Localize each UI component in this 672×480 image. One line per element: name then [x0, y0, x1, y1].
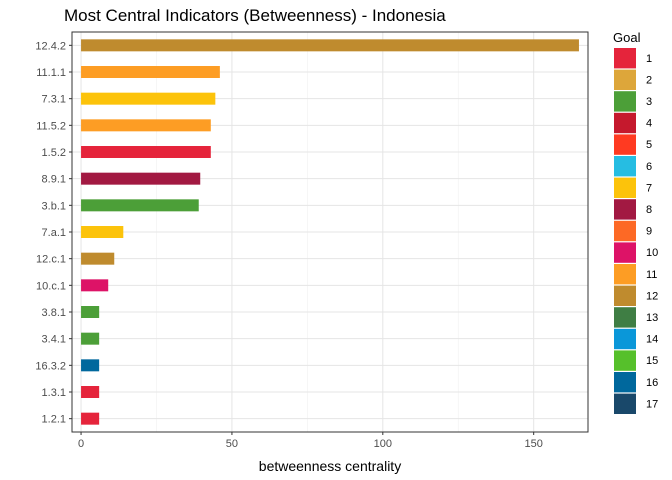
y-tick-label: 16.3.2: [35, 360, 66, 372]
legend-label-7: 7: [646, 182, 652, 194]
legend-swatch-12: [614, 285, 636, 306]
legend-swatch-4: [614, 112, 636, 134]
legend-label-3: 3: [646, 96, 652, 108]
legend-label-14: 14: [646, 334, 658, 346]
bar-1-5-2: [81, 146, 211, 158]
legend-label-13: 13: [646, 312, 658, 324]
bar-1-2-1: [81, 412, 100, 425]
bar-8-9-1: [81, 172, 201, 185]
legend-label-6: 6: [646, 161, 652, 173]
y-tick-label: 1.2.1: [42, 414, 66, 426]
y-tick-label: 11.5.2: [36, 120, 66, 132]
bar-1-3-1: [81, 386, 100, 398]
legend-label-10: 10: [646, 247, 658, 259]
bar-7-3-1: [81, 92, 216, 105]
legend-swatch-6: [614, 156, 636, 177]
legend-label-17: 17: [646, 398, 658, 410]
y-tick-label: 12.4.2: [35, 40, 66, 52]
legend-swatch-10: [614, 242, 636, 263]
bar-11-1-1: [81, 66, 220, 78]
x-tick-label: 0: [78, 438, 84, 450]
legend-label-5: 5: [646, 139, 652, 151]
y-tick-label: 7.3.1: [42, 94, 66, 106]
legend-label-16: 16: [646, 377, 658, 389]
legend-label-9: 9: [646, 226, 652, 238]
y-tick-label: 1.3.1: [42, 387, 66, 399]
legend-label-8: 8: [646, 204, 652, 216]
legend-label-4: 4: [646, 118, 652, 130]
bars: [81, 39, 579, 425]
legend-swatch-1: [614, 48, 636, 69]
y-tick-label: 3.8.1: [42, 307, 66, 319]
y-tick-label: 1.5.2: [42, 147, 66, 159]
bar-11-5-2: [81, 119, 211, 132]
bar-3-b-1: [81, 199, 199, 212]
y-tick-label: 8.9.1: [42, 174, 66, 186]
legend-label-1: 1: [646, 53, 652, 65]
bar-12-c-1: [81, 252, 115, 265]
chart-title: Most Central Indicators (Betweenness) - …: [64, 6, 446, 25]
legend-swatch-9: [614, 220, 636, 242]
bar-3-4-1: [81, 332, 100, 345]
y-tick-label: 11.1.1: [36, 67, 66, 79]
legend-label-12: 12: [646, 290, 658, 302]
y-tick-label: 3.b.1: [42, 200, 66, 212]
x-tick-label: 100: [374, 438, 392, 450]
legend-swatch-8: [614, 199, 636, 220]
bar-7-a-1: [81, 226, 124, 238]
x-tick-label: 50: [226, 438, 238, 450]
bar-16-3-2: [81, 359, 100, 372]
x-axis-title: betweenness centrality: [259, 458, 401, 474]
legend-label-15: 15: [646, 355, 658, 367]
legend-swatch-7: [614, 177, 636, 198]
bar-10-c-1: [81, 279, 109, 292]
bar-12-4-2: [81, 39, 579, 52]
x-tick-label: 150: [525, 438, 543, 450]
y-tick-label: 3.4.1: [42, 334, 66, 346]
legend-swatch-5: [614, 134, 636, 155]
legend-label-11: 11: [646, 269, 657, 281]
legend-swatch-13: [614, 307, 636, 328]
legend-swatch-16: [614, 372, 636, 393]
legend-title: Goal: [613, 30, 641, 45]
y-tick-label: 12.c.1: [36, 254, 66, 266]
y-tick-label: 7.a.1: [42, 227, 66, 239]
plot-panel-border: [71, 31, 589, 433]
bar-3-8-1: [81, 306, 100, 318]
legend-swatch-14: [614, 328, 636, 350]
legend-swatch-11: [614, 264, 636, 285]
y-tick-label: 10.c.1: [36, 280, 66, 292]
legend-swatch-2: [614, 69, 636, 90]
legend-swatch-3: [614, 91, 636, 112]
legend-swatch-17: [614, 393, 636, 414]
legend-swatch-15: [614, 350, 636, 371]
legend-label-2: 2: [646, 74, 652, 86]
axes: 0 50 100 150 12.4.2 11.1.1 7.3.1 11.5.2 1.5.2 8.9…: [35, 40, 542, 450]
